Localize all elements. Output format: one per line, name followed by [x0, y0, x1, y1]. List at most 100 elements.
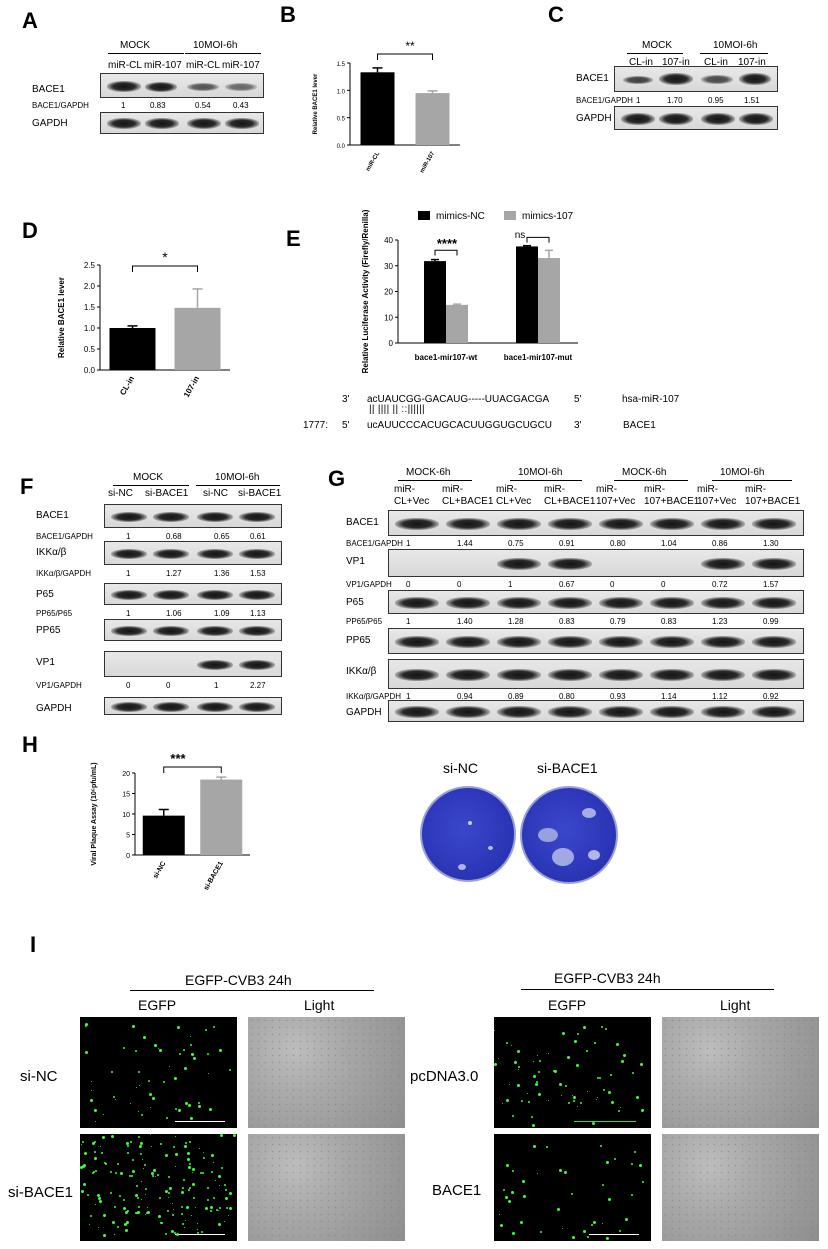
ratio-label: PP65/P65 — [346, 617, 383, 626]
row-label-bace1: BACE1 — [432, 1182, 482, 1199]
y-tick-label: 1.0 — [84, 324, 96, 333]
row-label: VP1 — [346, 556, 365, 567]
plaque-plate-si-nc — [420, 786, 516, 882]
row-label: IKKα/β — [346, 666, 377, 677]
row-label-gapdh: GAPDH — [32, 118, 68, 129]
lane-label-bottom: 107+Vec — [697, 496, 737, 507]
chart-h: *** 0 5 10 15 20 Viral Plaque Assay (10⁶pfu/m… — [91, 751, 250, 892]
ratio-value: 0.67 — [559, 580, 575, 589]
lane-label: miR-CL — [108, 60, 142, 71]
col-light-right: Light — [720, 997, 751, 1013]
lane-label-top: miR- — [596, 484, 618, 495]
row-label: PP65 — [36, 625, 61, 636]
category-label: CL-in — [118, 374, 136, 396]
panel-label-d: D — [22, 218, 38, 243]
ratio-label: BACE1/GAPDH — [32, 101, 89, 110]
group-label-10moi: 10MOI-6h — [193, 40, 238, 51]
ratio-value: 0.80 — [559, 692, 575, 701]
ratio-value: 1.40 — [457, 617, 473, 626]
blot-row — [104, 651, 282, 677]
y-tick-label: 20 — [384, 288, 393, 297]
seq-prime: 5' — [342, 420, 350, 431]
y-tick-label: 1.5 — [84, 303, 96, 312]
ratio-value: 0.92 — [763, 692, 779, 701]
seq-prime: 3' — [342, 394, 350, 405]
bar — [538, 258, 560, 343]
group-label: 10MOI-6h — [518, 467, 563, 478]
y-tick-label: 2.5 — [84, 261, 96, 270]
ratio-value: 0.75 — [508, 539, 524, 548]
ratio-value: 1.36 — [214, 569, 230, 578]
light-image-pcdna — [662, 1017, 819, 1128]
col-egfp-left: EGFP — [138, 997, 177, 1013]
col-egfp-right: EGFP — [548, 997, 587, 1013]
lane-label-top: miR- — [544, 484, 566, 495]
lane-label: si-BACE1 — [145, 488, 189, 499]
row-label: BACE1 — [346, 517, 379, 528]
seq-prime: 5' — [574, 394, 582, 405]
egfp-image-pcdna — [494, 1017, 651, 1128]
sig-bracket — [377, 53, 433, 60]
plate-label-si-nc: si-NC — [443, 760, 478, 776]
ratio-value: 1.51 — [744, 96, 760, 105]
y-tick-label: 0.5 — [84, 345, 96, 354]
panel-label-g: G — [328, 466, 346, 491]
ratio-label: BACE1/GAPDH — [346, 539, 403, 548]
ratio-value: 0 — [166, 681, 171, 690]
ratio-value: 0.95 — [708, 96, 724, 105]
lane-label-bottom: 107+Vec — [596, 496, 636, 507]
group-label-mock: MOCK — [133, 472, 163, 483]
ratio-value: 1 — [406, 617, 411, 626]
y-tick-label: 1.5 — [337, 62, 346, 68]
ratio-label: IKKα/β/GAPDH — [36, 569, 92, 578]
ratio-value: 0 — [126, 681, 131, 690]
blot-row — [104, 583, 282, 605]
row-label-bace1: BACE1 — [576, 73, 609, 84]
category-label: si-BACE1 — [203, 860, 225, 891]
category-label: 107-in — [182, 374, 201, 399]
chart-d: * 0.0 0.5 1.0 1.5 2.0 2.5 Relative BACE1 lever… — [57, 249, 230, 399]
ratio-value: 1.70 — [667, 96, 683, 105]
ratio-value: 0.79 — [610, 617, 626, 626]
blot-bace1 — [614, 66, 778, 92]
ratio-value: 0.83 — [661, 617, 677, 626]
y-tick-label: 20 — [122, 771, 130, 778]
row-label: GAPDH — [346, 707, 382, 718]
target-name: BACE1 — [623, 420, 656, 431]
ratio-label: IKKα/β/GAPDH — [346, 692, 402, 701]
row-label: P65 — [36, 589, 54, 600]
row-label: P65 — [346, 597, 364, 608]
row-label: PP65 — [346, 635, 371, 646]
lane-label-bottom: 107+BACE1 — [745, 496, 801, 507]
sig-h: *** — [170, 751, 186, 766]
blot-row — [104, 504, 282, 528]
y-tick-label: 1.0 — [337, 89, 346, 95]
panel-label-c: C — [548, 2, 564, 27]
lane-label-top: miR- — [496, 484, 518, 495]
ratio-value: 0 — [661, 580, 666, 589]
panel-label-h: H — [22, 732, 38, 757]
chart-b: ** 0.0 0.5 1.0 1.5 Relative BACE1 lever miR-C… — [313, 39, 460, 174]
bar — [516, 246, 538, 343]
header-left: EGFP-CVB3 24h — [185, 972, 292, 988]
lane-label-bottom: CL+BACE1 — [544, 496, 596, 507]
sig-bracket — [132, 265, 198, 272]
y-tick-label: 10 — [122, 812, 130, 819]
y-tick-label: 30 — [384, 262, 393, 271]
ratio-value: 0.93 — [610, 692, 626, 701]
y-tick-label: 0.0 — [84, 366, 96, 375]
ratio-value: 1.30 — [763, 539, 779, 548]
row-label-bace1: BACE1 — [32, 84, 65, 95]
y-tick-label: 5 — [126, 833, 130, 840]
bar — [424, 261, 446, 343]
lane-label-top: miR- — [745, 484, 767, 495]
ratio-value: 1.28 — [508, 617, 524, 626]
lane-label: 107-in — [738, 57, 766, 68]
bar — [142, 815, 185, 855]
ratio-value: 1.12 — [712, 692, 728, 701]
category-label: bace1-mir107-mut — [504, 353, 573, 362]
category-label: si-NC — [152, 861, 167, 880]
lane-label: miR-CL — [186, 60, 220, 71]
ratio-value: 0.86 — [712, 539, 728, 548]
light-image-si-nc — [248, 1017, 405, 1128]
